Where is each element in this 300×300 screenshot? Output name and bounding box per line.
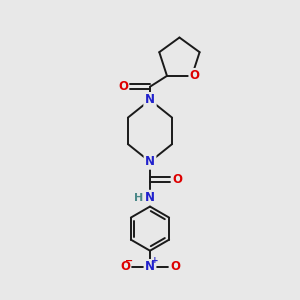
Text: O: O bbox=[170, 260, 180, 273]
Text: −: − bbox=[125, 255, 134, 266]
Text: O: O bbox=[172, 173, 182, 186]
Text: N: N bbox=[145, 260, 155, 273]
Text: N: N bbox=[145, 191, 155, 204]
Text: +: + bbox=[152, 256, 159, 265]
Text: N: N bbox=[145, 93, 155, 106]
Text: O: O bbox=[120, 260, 130, 273]
Text: N: N bbox=[145, 155, 155, 168]
Text: N: N bbox=[145, 93, 155, 106]
Text: H: H bbox=[134, 193, 143, 203]
Text: O: O bbox=[118, 80, 128, 93]
Text: O: O bbox=[190, 69, 200, 82]
